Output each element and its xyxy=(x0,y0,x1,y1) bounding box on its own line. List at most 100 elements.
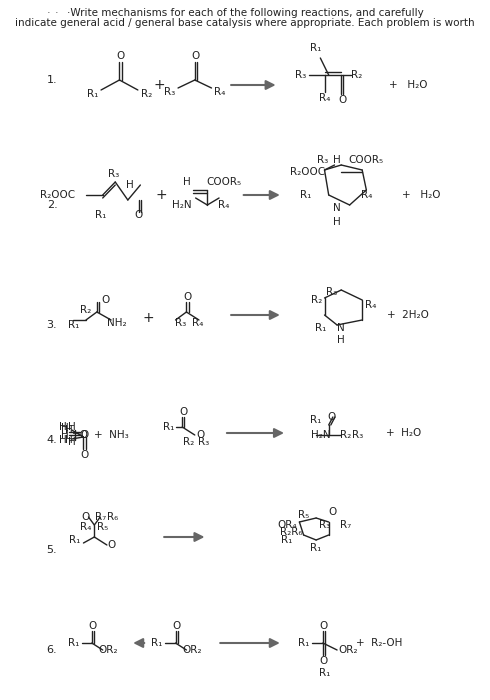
Text: R₂OOC: R₂OOC xyxy=(290,167,325,177)
Text: R₃: R₃ xyxy=(295,70,307,80)
Text: R₁: R₁ xyxy=(300,190,312,200)
Text: R₁: R₁ xyxy=(311,415,322,425)
Text: O: O xyxy=(82,512,90,522)
Text: R₁: R₁ xyxy=(311,543,322,553)
Text: 1.: 1. xyxy=(47,75,57,85)
Text: ·: · xyxy=(55,8,59,18)
Text: O: O xyxy=(135,210,143,220)
Text: H: H xyxy=(183,177,190,187)
Text: +   H₂O: + H₂O xyxy=(389,80,427,90)
Text: H: H xyxy=(65,425,73,435)
Text: R₂: R₂ xyxy=(141,89,152,99)
Text: R₁: R₁ xyxy=(87,89,98,99)
Text: +  H₂O: + H₂O xyxy=(387,428,422,438)
Text: +  2H₂O: + 2H₂O xyxy=(387,310,429,320)
Text: R₃: R₃ xyxy=(108,169,119,179)
Text: 2.: 2. xyxy=(47,200,57,210)
Text: indicate general acid / general base catalysis where appropriate. Each problem i: indicate general acid / general base cat… xyxy=(15,18,475,28)
Text: R₂: R₂ xyxy=(183,437,195,447)
Text: O: O xyxy=(80,450,88,460)
Text: R₁: R₁ xyxy=(311,43,322,53)
Text: R₄: R₄ xyxy=(192,318,203,328)
Text: O: O xyxy=(89,621,97,631)
Text: 4.: 4. xyxy=(47,435,57,445)
Text: O: O xyxy=(329,507,337,517)
Text: OR₂: OR₂ xyxy=(182,645,202,655)
Text: H: H xyxy=(338,335,345,345)
Text: +  NH₃: + NH₃ xyxy=(94,430,128,440)
Text: R₁: R₁ xyxy=(95,210,106,220)
Text: 5.: 5. xyxy=(47,545,57,555)
Text: R₃: R₃ xyxy=(197,437,209,447)
Text: OR₂: OR₂ xyxy=(338,645,358,655)
Text: R₄: R₄ xyxy=(361,190,372,200)
Text: COOR₅: COOR₅ xyxy=(206,177,242,187)
Text: OR₄: OR₄ xyxy=(277,520,296,530)
Text: +: + xyxy=(154,78,166,92)
Text: =O: =O xyxy=(72,430,89,440)
Text: O: O xyxy=(319,621,328,631)
Text: R₁: R₁ xyxy=(151,638,163,648)
Text: +  R₂-OH: + R₂-OH xyxy=(356,638,402,648)
Text: O: O xyxy=(116,51,124,61)
Text: O: O xyxy=(196,430,205,440)
Text: R₂: R₂ xyxy=(80,305,92,315)
Text: R₁: R₁ xyxy=(68,638,79,648)
Text: R₅: R₅ xyxy=(97,522,108,532)
Text: 3.: 3. xyxy=(47,320,57,330)
Text: O: O xyxy=(80,430,88,440)
Text: R₁: R₁ xyxy=(281,535,293,545)
Text: R₄: R₄ xyxy=(214,87,225,97)
Text: ·: · xyxy=(47,8,50,18)
Text: R₃: R₃ xyxy=(325,287,337,297)
Text: 6.: 6. xyxy=(47,645,57,655)
Text: H: H xyxy=(333,217,341,227)
Text: ·Write mechanisms for each of the following reactions, and carefully: ·Write mechanisms for each of the follow… xyxy=(67,8,423,18)
Text: R₅: R₅ xyxy=(298,510,309,520)
Text: R₃: R₃ xyxy=(319,520,330,530)
Text: R₁: R₁ xyxy=(319,668,330,678)
Text: +: + xyxy=(143,311,154,325)
Text: R₂OOC: R₂OOC xyxy=(40,190,75,200)
Text: O: O xyxy=(101,295,109,305)
Text: H: H xyxy=(68,422,75,432)
Text: O: O xyxy=(192,51,200,61)
Text: O: O xyxy=(338,95,346,105)
Text: H: H xyxy=(126,180,134,190)
Text: R₁: R₁ xyxy=(68,320,79,330)
Text: R₄: R₄ xyxy=(219,200,230,210)
Text: O: O xyxy=(179,407,187,417)
Text: R₂R₆: R₂R₆ xyxy=(280,527,302,537)
Text: H: H xyxy=(61,430,69,440)
Text: H₂N: H₂N xyxy=(172,200,192,210)
Text: R₆: R₆ xyxy=(107,512,119,522)
Text: +   H₂O: + H₂O xyxy=(401,190,440,200)
Text: O: O xyxy=(319,656,328,666)
Text: H₂N: H₂N xyxy=(311,430,330,440)
Text: N: N xyxy=(333,203,341,213)
Text: R₃: R₃ xyxy=(317,155,328,165)
Text: R₃: R₃ xyxy=(352,430,364,440)
Text: H: H xyxy=(61,423,69,433)
Text: R₄: R₄ xyxy=(365,300,376,310)
Text: H: H xyxy=(59,422,67,432)
Text: R₂: R₂ xyxy=(351,70,362,80)
Text: R₁: R₁ xyxy=(315,323,326,333)
Text: H: H xyxy=(333,155,341,165)
Text: H: H xyxy=(59,435,67,445)
Text: N: N xyxy=(338,323,345,333)
Text: R₃: R₃ xyxy=(164,87,175,97)
Text: R₂: R₂ xyxy=(340,430,351,440)
Text: H: H xyxy=(68,437,75,447)
Text: COOR₅: COOR₅ xyxy=(349,155,384,165)
Text: R₇: R₇ xyxy=(340,520,351,530)
Text: O: O xyxy=(183,292,192,302)
Text: R₇: R₇ xyxy=(95,512,106,522)
Text: O: O xyxy=(172,621,180,631)
Text: R₂: R₂ xyxy=(311,295,322,305)
Text: R₄: R₄ xyxy=(319,93,330,103)
Text: NH₂: NH₂ xyxy=(107,318,127,328)
Text: R₁: R₁ xyxy=(70,535,81,545)
Text: R₄: R₄ xyxy=(80,522,92,532)
Text: OR₂: OR₂ xyxy=(99,645,118,655)
